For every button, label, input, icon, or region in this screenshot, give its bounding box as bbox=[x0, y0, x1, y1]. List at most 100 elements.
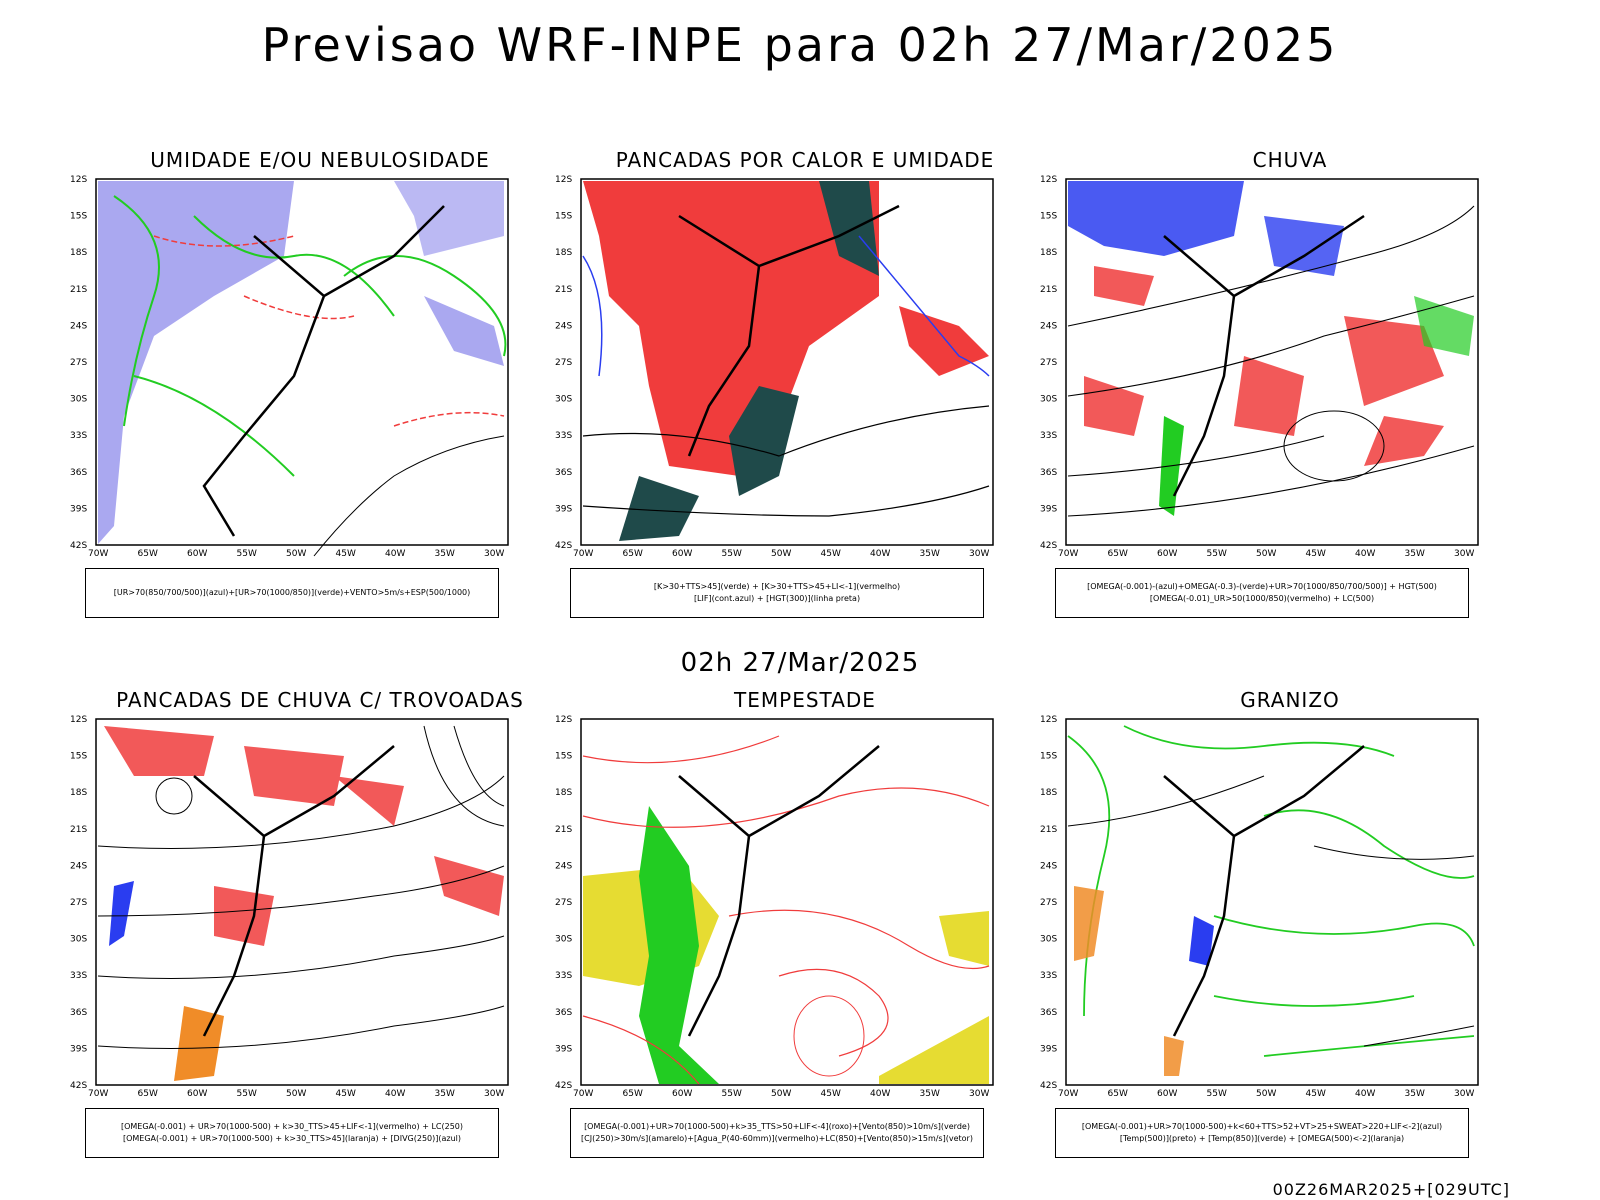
legend-line: [OMEGA(-0.001) + UR>70(1000-500) + k>30_… bbox=[120, 1122, 464, 1131]
lat-tick-label: 27S bbox=[555, 358, 572, 368]
lon-tick-label: 70W bbox=[88, 1089, 108, 1099]
lon-tick-label: 60W bbox=[672, 1089, 692, 1099]
lat-tick-label: 24S bbox=[70, 321, 87, 331]
lat-tick-label: 36S bbox=[555, 468, 572, 478]
lon-tick-label: 60W bbox=[187, 549, 207, 559]
lon-tick-label: 55W bbox=[237, 549, 257, 559]
lon-tick-label: 70W bbox=[573, 1089, 593, 1099]
lat-tick-label: 36S bbox=[555, 1008, 572, 1018]
lon-tick-label: 45W bbox=[821, 549, 841, 559]
panel-title: TEMPESTADE bbox=[734, 688, 876, 712]
lat-tick-label: 12S bbox=[1040, 715, 1057, 725]
lat-tick-label: 42S bbox=[70, 541, 87, 551]
lat-tick-label: 42S bbox=[555, 541, 572, 551]
lon-tick-label: 40W bbox=[870, 1089, 890, 1099]
lon-tick-label: 30W bbox=[969, 549, 989, 559]
lat-tick-label: 36S bbox=[1040, 1008, 1057, 1018]
lon-tick-label: 50W bbox=[771, 549, 791, 559]
legend-line: [LIF](cont.azul) + [HGT(300)](linha pret… bbox=[693, 594, 861, 603]
lat-tick-label: 21S bbox=[1040, 285, 1057, 295]
lon-tick-label: 60W bbox=[187, 1089, 207, 1099]
lat-tick-label: 42S bbox=[1040, 541, 1057, 551]
legend-line: [CJ(250)>30m/s](amarelo)+[Agua_P(40-60mm… bbox=[581, 1134, 973, 1143]
lat-tick-label: 15S bbox=[555, 752, 572, 762]
lon-tick-label: 50W bbox=[286, 1089, 306, 1099]
lon-tick-label: 30W bbox=[484, 549, 504, 559]
legend-pancadas-calor: [K>30+TTS>45](verde) + [K>30+TTS>45+LI<-… bbox=[570, 568, 984, 618]
lat-tick-label: 12S bbox=[1040, 175, 1057, 185]
lat-tick-label: 36S bbox=[70, 468, 87, 478]
lat-tick-label: 39S bbox=[555, 1044, 572, 1054]
lat-tick-label: 30S bbox=[1040, 395, 1057, 405]
lon-tick-label: 30W bbox=[484, 1089, 504, 1099]
lon-tick-label: 50W bbox=[771, 1089, 791, 1099]
lon-tick-label: 45W bbox=[821, 1089, 841, 1099]
lat-tick-label: 30S bbox=[70, 395, 87, 405]
legend-chuva: [OMEGA(-0.001)-(azul)+OMEGA(-0.3)-(verde… bbox=[1055, 568, 1469, 618]
lon-tick-label: 65W bbox=[623, 549, 643, 559]
lat-tick-label: 18S bbox=[555, 248, 572, 258]
panel-title: GRANIZO bbox=[1240, 688, 1340, 712]
lat-tick-label: 12S bbox=[70, 715, 87, 725]
panel-title: PANCADAS DE CHUVA C/ TROVOADAS bbox=[116, 688, 524, 712]
legend-tempestade: [OMEGA(-0.001)+UR>70(1000-500)+k>35_TTS>… bbox=[570, 1108, 984, 1158]
lat-tick-label: 21S bbox=[70, 285, 87, 295]
legend-granizo: [OMEGA(-0.001)+UR>70(1000-500)+k<60+TTS>… bbox=[1055, 1108, 1469, 1158]
lon-tick-label: 60W bbox=[672, 549, 692, 559]
map-pancadas-calor: 12S 15S 18S 21S 24S 27S 30S 33S 36S 39S 42S 70W 65W 6… bbox=[555, 175, 1035, 566]
lon-tick-label: 30W bbox=[969, 1089, 989, 1099]
lat-tick-label: 15S bbox=[555, 212, 572, 222]
lat-tick-label: 24S bbox=[555, 861, 572, 871]
legend-line: [K>30+TTS>45](verde) + [K>30+TTS>45+LI<-… bbox=[653, 582, 901, 591]
lon-tick-label: 35W bbox=[435, 549, 455, 559]
legend-line: [OMEGA(-0.001)+UR>70(1000-500)+k>35_TTS>… bbox=[584, 1122, 970, 1131]
lat-tick-label: 18S bbox=[555, 788, 572, 798]
lat-tick-label: 27S bbox=[1040, 898, 1057, 908]
lat-tick-label: 42S bbox=[70, 1081, 87, 1091]
map-umidade: 12S 15S 18S 21S 24S 27S 30S 33S 36S 39S 42S 70W 65W 6… bbox=[70, 175, 550, 566]
lon-tick-label: 65W bbox=[1108, 1089, 1128, 1099]
lon-tick-label: 45W bbox=[336, 1089, 356, 1099]
panel-trovoadas: PANCADAS DE CHUVA C/ TROVOADAS 12S 15S 18S… bbox=[70, 688, 550, 1158]
lat-tick-label: 39S bbox=[70, 504, 87, 514]
lon-tick-label: 45W bbox=[1306, 1089, 1326, 1099]
lon-tick-label: 70W bbox=[1058, 1089, 1078, 1099]
panel-chuva: CHUVA 12S 15S 18S 21S 24S 27S 30S 33S 36S 39S 42S 7… bbox=[1040, 148, 1520, 618]
panel-tempestade: TEMPESTADE 12S 15S 18S 21S 24S 27S 30S 33S 36S 39… bbox=[555, 688, 1035, 1158]
lat-tick-label: 24S bbox=[555, 321, 572, 331]
lat-tick-label: 30S bbox=[555, 395, 572, 405]
lat-tick-label: 36S bbox=[70, 1008, 87, 1018]
lat-tick-label: 30S bbox=[555, 935, 572, 945]
map-tempestade: 12S 15S 18S 21S 24S 27S 30S 33S 36S 39S 42S 70W 65W 6… bbox=[555, 715, 1035, 1106]
lon-tick-label: 50W bbox=[286, 549, 306, 559]
legend-line: [OMEGA(-0.001)+UR>70(1000-500)+k<60+TTS>… bbox=[1081, 1122, 1443, 1131]
lon-tick-label: 40W bbox=[1355, 549, 1375, 559]
lat-tick-label: 27S bbox=[555, 898, 572, 908]
lon-tick-label: 40W bbox=[385, 1089, 405, 1099]
legend-line: [OMEGA(-0.001)-(azul)+OMEGA(-0.3)-(verde… bbox=[1087, 582, 1437, 591]
lat-tick-label: 12S bbox=[555, 715, 572, 725]
lon-tick-label: 50W bbox=[1256, 1089, 1276, 1099]
lon-tick-label: 35W bbox=[920, 549, 940, 559]
lon-tick-label: 45W bbox=[336, 549, 356, 559]
legend-line: [UR>70(850/700/500)](azul)+[UR>70(1000/8… bbox=[113, 588, 471, 597]
lat-tick-label: 33S bbox=[555, 431, 572, 441]
lon-tick-label: 70W bbox=[88, 549, 108, 559]
lat-tick-label: 24S bbox=[1040, 321, 1057, 331]
legend-line: [OMEGA(-0.01)_UR>50(1000/850)(vermelho) … bbox=[1149, 594, 1375, 603]
lat-tick-label: 27S bbox=[70, 358, 87, 368]
lon-tick-label: 40W bbox=[1355, 1089, 1375, 1099]
panel-umidade: UMIDADE E/OU NEBULOSIDADE 12S 15S 18S 21S 24… bbox=[70, 148, 550, 618]
lon-tick-label: 30W bbox=[1454, 549, 1474, 559]
lon-tick-label: 45W bbox=[1306, 549, 1326, 559]
lat-tick-label: 18S bbox=[70, 788, 87, 798]
lat-tick-label: 15S bbox=[70, 212, 87, 222]
lat-tick-label: 18S bbox=[1040, 788, 1057, 798]
legend-line: [OMEGA(-0.001) + UR>70(1000-500) + k>30_… bbox=[122, 1134, 462, 1143]
panel-pancadas-calor: PANCADAS POR CALOR E UMIDADE 12S 15S 18S 21… bbox=[555, 148, 1035, 618]
